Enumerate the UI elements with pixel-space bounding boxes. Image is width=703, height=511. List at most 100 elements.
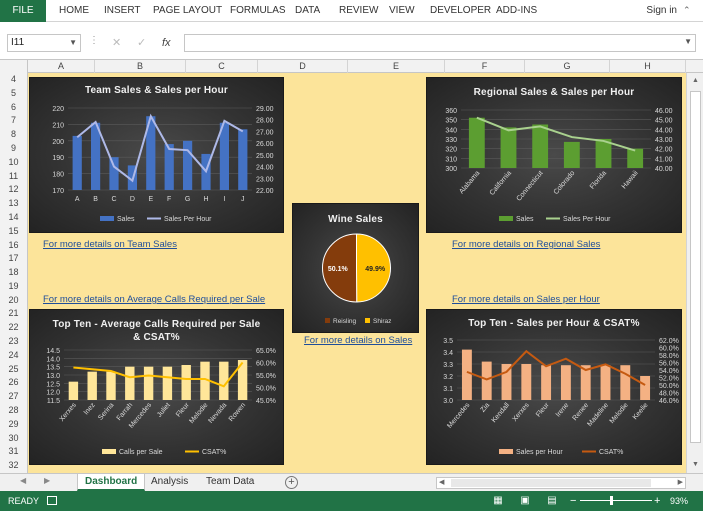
row-header-7[interactable]: 7 bbox=[10, 115, 16, 126]
scroll-right-icon[interactable]: ▶ bbox=[677, 479, 683, 486]
y-left-tick-label: 330 bbox=[445, 137, 457, 144]
status-ready: READY bbox=[8, 496, 40, 506]
row-header-28[interactable]: 28 bbox=[8, 405, 19, 416]
tab-data[interactable]: DATA bbox=[295, 5, 321, 16]
insert-function-icon[interactable]: fx bbox=[162, 37, 171, 49]
bar bbox=[125, 366, 135, 400]
row-header-19[interactable]: 19 bbox=[8, 280, 19, 291]
tab-add-ins[interactable]: ADD-INS bbox=[496, 5, 538, 16]
expand-formula-bar-icon[interactable]: ▼ bbox=[684, 37, 692, 46]
tab-team-data[interactable]: Team Data bbox=[206, 476, 255, 487]
zoom-slider-knob[interactable] bbox=[610, 496, 613, 505]
scroll-thumb[interactable] bbox=[690, 91, 701, 443]
scroll-left-icon[interactable]: ◀ bbox=[439, 479, 445, 486]
x-tick-label: D bbox=[130, 196, 135, 203]
row-header-21[interactable]: 21 bbox=[8, 308, 19, 319]
bar bbox=[72, 135, 82, 190]
row-header-18[interactable]: 18 bbox=[8, 267, 19, 278]
tab-home[interactable]: HOME bbox=[59, 5, 89, 16]
row-header-14[interactable]: 14 bbox=[8, 211, 19, 222]
bar bbox=[532, 124, 549, 168]
tab-page-layout[interactable]: PAGE LAYOUT bbox=[153, 5, 223, 16]
cancel-icon[interactable]: ✕ bbox=[112, 37, 122, 49]
file-tab[interactable]: FILE bbox=[0, 0, 46, 22]
chevron-down-icon[interactable]: ▼ bbox=[69, 38, 77, 47]
row-header-27[interactable]: 27 bbox=[8, 391, 19, 402]
add-sheet-icon[interactable]: + bbox=[285, 476, 298, 489]
page-layout-view-icon[interactable]: ▣ bbox=[520, 495, 530, 506]
zoom-out-icon[interactable]: − bbox=[570, 495, 577, 507]
row-header-10[interactable]: 10 bbox=[8, 156, 19, 167]
team-sales-chart[interactable]: Team Sales & Sales per Hour 170 180 190 200… bbox=[29, 77, 284, 233]
next-sheet-icon[interactable]: ▶ bbox=[44, 476, 51, 485]
row-header-9[interactable]: 9 bbox=[10, 142, 16, 153]
row-header-26[interactable]: 26 bbox=[8, 377, 19, 388]
tab-view[interactable]: VIEW bbox=[389, 5, 415, 16]
name-box[interactable]: I11 ▼ bbox=[7, 34, 81, 52]
regional-sales-link[interactable]: For more details on Regional Sales bbox=[452, 239, 601, 250]
ribbon-collapse-icon[interactable]: ⌃ bbox=[683, 5, 691, 15]
tab-dashboard[interactable]: Dashboard bbox=[77, 474, 146, 491]
row-header-6[interactable]: 6 bbox=[10, 101, 16, 112]
formula-input[interactable]: ▼ bbox=[184, 34, 696, 52]
regional-sales-chart[interactable]: Regional Sales & Sales per Hour 300 310 32… bbox=[426, 77, 682, 233]
column-header-g[interactable]: G bbox=[525, 60, 610, 73]
tab-developer[interactable]: DEVELOPER bbox=[430, 5, 492, 16]
tab-formulas[interactable]: FORMULAS bbox=[230, 5, 286, 16]
row-header-25[interactable]: 25 bbox=[8, 363, 19, 374]
column-header-c[interactable]: C bbox=[186, 60, 258, 73]
ribbon-bar: FILE HOME INSERT PAGE LAYOUT FORMULAS DA… bbox=[0, 0, 703, 22]
enter-icon[interactable]: ✓ bbox=[137, 37, 147, 49]
row-header-17[interactable]: 17 bbox=[8, 253, 19, 264]
sign-in-link[interactable]: Sign in bbox=[646, 5, 677, 16]
x-tick-label: Melodie bbox=[188, 402, 209, 425]
row-header-30[interactable]: 30 bbox=[8, 432, 19, 443]
average-calls-link[interactable]: For more details on Average Calls Requir… bbox=[43, 294, 266, 305]
row-header-12[interactable]: 12 bbox=[8, 184, 19, 195]
calls-per-sale-chart[interactable]: Top Ten - Average Calls Required per Sal… bbox=[29, 309, 284, 465]
team-sales-link[interactable]: For more details on Team Sales bbox=[43, 239, 177, 250]
row-header-23[interactable]: 23 bbox=[8, 336, 19, 347]
tab-review[interactable]: REVIEW bbox=[339, 5, 379, 16]
row-header-13[interactable]: 13 bbox=[8, 198, 19, 209]
wine-sales-link[interactable]: For more details on Sales bbox=[304, 335, 413, 346]
row-header-20[interactable]: 20 bbox=[8, 294, 19, 305]
zoom-slider[interactable] bbox=[580, 500, 652, 501]
column-header-a[interactable]: A bbox=[28, 60, 95, 73]
regional-sales-plot: 300 310 320 330 340 350 360 40.00 41.00 42.00 43.0… bbox=[445, 108, 672, 223]
row-header-29[interactable]: 29 bbox=[8, 418, 19, 429]
sales-per-hour-chart[interactable]: Top Ten - Sales per Hour & CSAT% 3.0 3.1 3… bbox=[426, 309, 682, 465]
zoom-in-icon[interactable]: + bbox=[654, 495, 661, 507]
tab-analysis[interactable]: Analysis bbox=[151, 476, 189, 487]
column-header-h[interactable]: H bbox=[610, 60, 686, 73]
row-header-5[interactable]: 5 bbox=[10, 87, 16, 98]
worksheet-grid[interactable]: Team Sales & Sales per Hour 170 180 190 200… bbox=[28, 73, 686, 473]
row-header-24[interactable]: 24 bbox=[8, 349, 19, 360]
row-header-16[interactable]: 16 bbox=[8, 239, 19, 250]
normal-view-icon[interactable]: ▦ bbox=[493, 495, 503, 506]
row-header-22[interactable]: 22 bbox=[8, 322, 19, 333]
prev-sheet-icon[interactable]: ◀ bbox=[20, 476, 27, 485]
row-header-8[interactable]: 8 bbox=[10, 129, 16, 140]
tab-insert[interactable]: INSERT bbox=[104, 5, 141, 16]
row-header-11[interactable]: 11 bbox=[8, 170, 19, 181]
wine-sales-chart[interactable]: Wine Sales 49.9% 50.1% Reisling Shiraz bbox=[292, 203, 419, 333]
column-header-e[interactable]: E bbox=[348, 60, 445, 73]
row-header-31[interactable]: 31 bbox=[8, 446, 19, 457]
macro-record-icon[interactable] bbox=[47, 496, 57, 505]
zoom-percent[interactable]: 93% bbox=[670, 496, 689, 506]
row-header-15[interactable]: 15 bbox=[8, 225, 19, 236]
vertical-scrollbar[interactable]: ▲ ▼ bbox=[686, 73, 703, 473]
column-header-d[interactable]: D bbox=[258, 60, 348, 73]
horizontal-scrollbar[interactable]: ◀ ▶ bbox=[436, 477, 686, 489]
horizontal-scroll-thumb[interactable] bbox=[451, 479, 651, 487]
sales-per-hour-link[interactable]: For more details on Sales per Hour bbox=[452, 294, 600, 305]
scroll-up-icon[interactable]: ▲ bbox=[692, 77, 699, 84]
page-break-view-icon[interactable]: ▤ bbox=[547, 495, 557, 506]
column-header-b[interactable]: B bbox=[95, 60, 186, 73]
scroll-down-icon[interactable]: ▼ bbox=[692, 461, 699, 468]
row-header-32[interactable]: 32 bbox=[8, 460, 19, 471]
select-all-corner[interactable] bbox=[0, 60, 28, 73]
column-header-f[interactable]: F bbox=[445, 60, 525, 73]
row-header-4[interactable]: 4 bbox=[10, 74, 16, 84]
